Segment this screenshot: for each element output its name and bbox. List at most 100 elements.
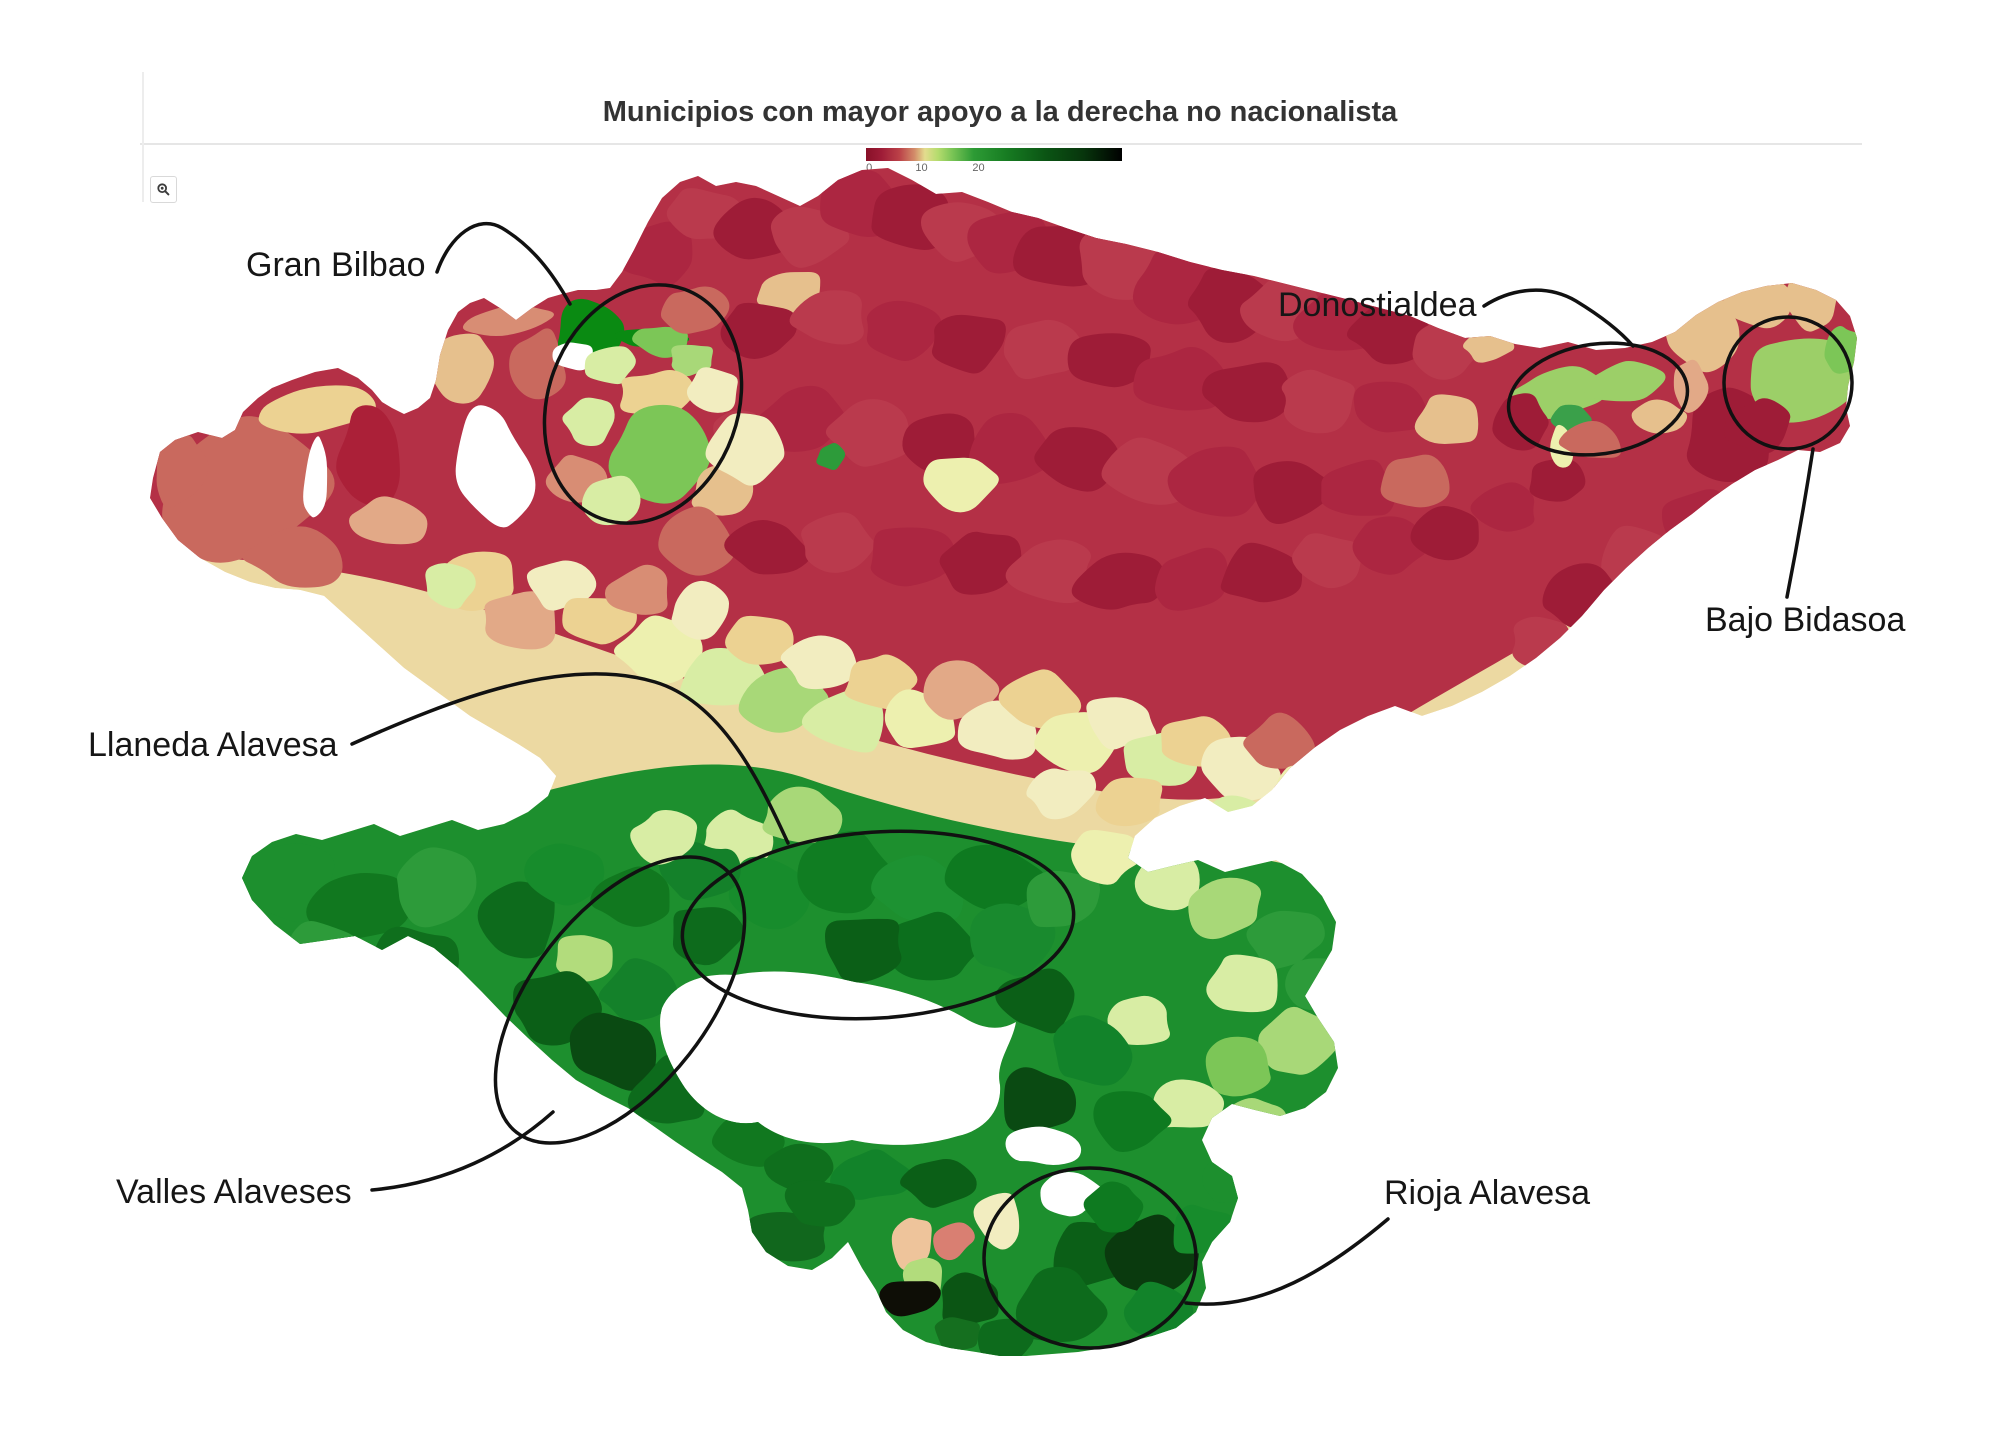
map-region <box>1188 877 1262 940</box>
map-region <box>1003 319 1083 380</box>
map-region <box>830 1149 913 1200</box>
map-region <box>784 1179 856 1227</box>
map-region <box>484 591 556 650</box>
map-region <box>933 1222 975 1261</box>
map-region <box>686 367 738 413</box>
map-region <box>797 831 894 914</box>
annotation-label: Rioja Alavesa <box>1384 1174 1591 1212</box>
map-region <box>1005 1126 1082 1166</box>
map-region <box>1026 870 1101 928</box>
legend-gradient-bar <box>866 148 1122 161</box>
map-region <box>941 1272 999 1328</box>
map-region <box>1631 399 1688 434</box>
map-region <box>725 615 794 665</box>
map-region <box>524 843 605 906</box>
map-region <box>630 809 698 865</box>
annotation-label: Bajo Bidasoa <box>1705 601 1906 639</box>
map-region <box>604 564 668 615</box>
map-region <box>455 405 536 528</box>
region-ellipse-annotation <box>1506 341 1690 457</box>
leader-line <box>370 1110 555 1192</box>
map-region <box>1352 516 1427 575</box>
map-region <box>871 855 964 922</box>
map-region <box>1034 427 1119 492</box>
legend-tick-label: 10 <box>915 162 928 174</box>
region-ellipse-annotation <box>493 855 747 1145</box>
map-region <box>1582 360 1666 402</box>
leader-line <box>1184 1217 1390 1306</box>
map-region <box>1281 369 1355 434</box>
map-region <box>789 290 864 345</box>
map-region <box>891 1217 932 1271</box>
map-region <box>728 856 810 930</box>
region-ellipse-annotation <box>1722 315 1854 451</box>
map-region <box>430 333 494 404</box>
map-region <box>258 385 376 434</box>
legend-tick-label: 0 <box>866 162 873 174</box>
map-region <box>660 286 730 334</box>
map-region <box>1083 1181 1144 1233</box>
magnifier-icon <box>156 182 171 197</box>
leader-line <box>435 221 572 306</box>
map-region <box>1123 1281 1194 1338</box>
map-region <box>944 844 1045 911</box>
map-region <box>368 926 460 994</box>
map-region <box>866 300 942 361</box>
map-region <box>1093 1091 1172 1153</box>
map-region <box>1202 795 1264 843</box>
map-region <box>671 580 730 640</box>
map-region <box>241 526 343 588</box>
map-region <box>1321 459 1396 516</box>
map-region <box>1243 712 1315 769</box>
map-region <box>303 436 328 518</box>
map-region <box>306 872 411 940</box>
zoom-button[interactable] <box>150 176 177 203</box>
map-region <box>1220 542 1303 603</box>
map-region <box>156 433 209 508</box>
map-region <box>562 397 615 447</box>
map-region <box>870 527 956 587</box>
map-region <box>1292 533 1362 589</box>
leader-line <box>1785 447 1815 599</box>
map-region <box>939 531 1022 595</box>
map-region <box>825 399 912 467</box>
map-region <box>1003 1067 1077 1132</box>
map-region <box>891 911 978 981</box>
map-region <box>162 416 335 563</box>
map-region <box>1246 910 1325 970</box>
map-region <box>1576 611 1646 669</box>
map-region <box>1015 1266 1108 1342</box>
header-divider <box>140 143 1862 145</box>
map-region <box>1026 768 1097 820</box>
map-region <box>1202 362 1291 423</box>
map-region <box>998 669 1082 729</box>
map-region <box>1154 547 1228 611</box>
map-region <box>705 413 785 486</box>
map-region <box>1086 697 1157 750</box>
map-region <box>900 1159 977 1208</box>
map-region <box>590 866 670 927</box>
legend-tick-label: 20 <box>972 162 985 174</box>
map-region <box>562 597 637 645</box>
leader-line <box>1482 288 1635 348</box>
region-ellipse-annotation <box>680 829 1076 1021</box>
color-legend: 0 10 20 <box>866 148 1122 177</box>
map-region <box>231 843 335 923</box>
map-region <box>1258 1006 1341 1075</box>
map-region <box>1512 616 1570 668</box>
map-region <box>598 958 678 1021</box>
map-region <box>581 475 641 526</box>
annotation-label: Donostialdea <box>1278 286 1477 324</box>
map-region <box>584 346 636 385</box>
map-region <box>923 457 999 513</box>
map-region <box>931 314 1006 374</box>
map-region <box>902 413 978 473</box>
legend-ticks: 0 10 20 <box>866 161 1122 177</box>
map-region <box>1470 482 1535 532</box>
map-region <box>713 197 791 260</box>
map-region <box>569 1012 657 1091</box>
map-region <box>608 404 711 504</box>
map-region <box>1410 505 1479 561</box>
